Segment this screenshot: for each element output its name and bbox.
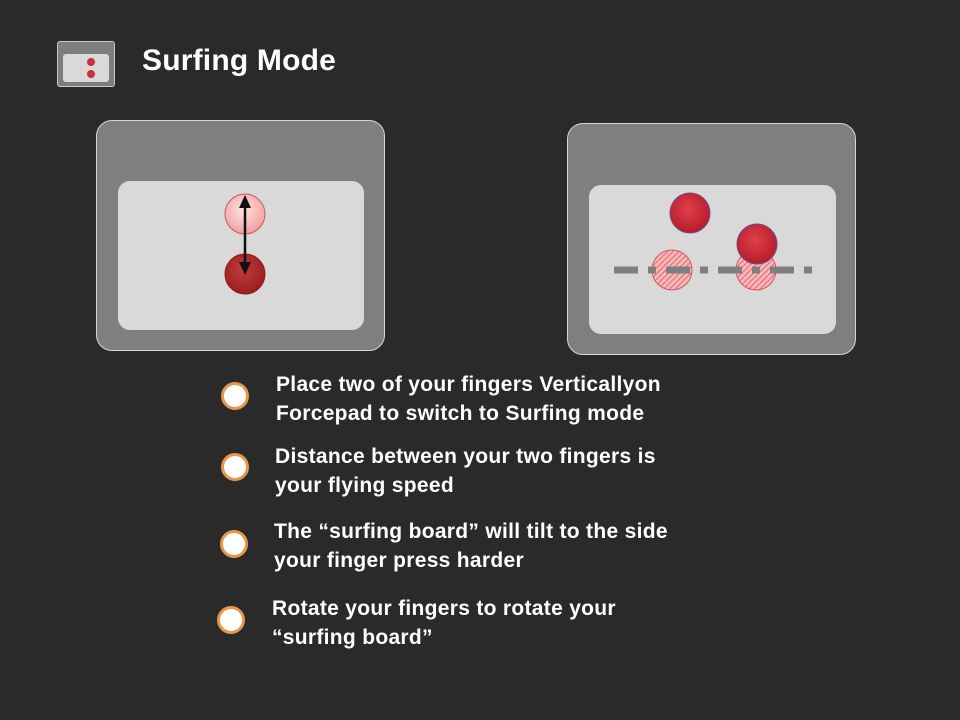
bullet-icon xyxy=(221,382,249,410)
instruction-line: “surfing board” xyxy=(272,626,433,649)
instruction-line: The “surfing board” will tilt to the sid… xyxy=(274,520,668,543)
bullet-icon xyxy=(221,453,249,481)
instruction-line: Rotate your fingers to rotate your xyxy=(272,597,616,620)
instruction-line: your flying speed xyxy=(275,474,454,497)
page-title: Surfing Mode xyxy=(142,44,337,77)
double-arrow-icon xyxy=(239,195,251,275)
instruction-item: Place two of your fingers Verticallyon F… xyxy=(276,370,746,428)
finger-icon xyxy=(669,192,711,234)
forcepad-surface xyxy=(589,185,836,334)
vertical-fingers-illustration xyxy=(96,120,385,351)
bullet-icon xyxy=(220,530,248,558)
bullet-icon xyxy=(217,606,245,634)
instruction-line: your finger press harder xyxy=(274,549,524,572)
finger-dot-icon xyxy=(87,70,95,78)
surfing-mode-icon xyxy=(57,41,115,87)
instruction-line: Place two of your fingers Verticallyon xyxy=(276,373,661,396)
instruction-item: The “surfing board” will tilt to the sid… xyxy=(274,517,744,575)
finger-dot-icon xyxy=(87,58,95,66)
rotate-fingers-drawing xyxy=(614,192,814,291)
instruction-item: Rotate your fingers to rotate your “surf… xyxy=(272,594,742,652)
rotate-fingers-illustration xyxy=(567,123,856,355)
pad-icon-surface xyxy=(63,54,109,82)
instruction-line: Forcepad to switch to Surfing mode xyxy=(276,402,645,425)
vertical-fingers-drawing xyxy=(224,193,266,295)
finger-icon xyxy=(736,223,778,265)
instruction-line: Distance between your two fingers is xyxy=(275,445,656,468)
instruction-item: Distance between your two fingers is you… xyxy=(275,442,745,500)
